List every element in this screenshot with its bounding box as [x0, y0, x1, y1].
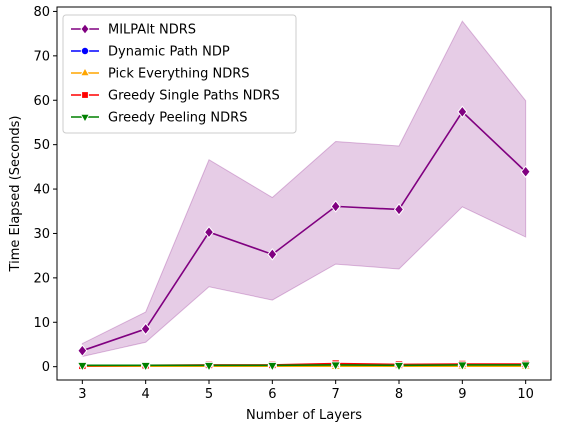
y-tick-label: 50: [33, 138, 50, 153]
greedy-peeling-ndrs-point: [76, 361, 88, 372]
greedy-peeling-ndrs-point: [140, 361, 152, 372]
milpalt-ndrs-point: [457, 105, 468, 119]
milpalt-ndrs-point: [77, 344, 88, 357]
milpalt-ndrs-point: [330, 200, 341, 213]
legend-entry: Dynamic Path NDP: [71, 45, 230, 60]
milpalt-ndrs-point: [520, 165, 531, 179]
y-tick-label: 60: [33, 94, 50, 109]
greedy-peeling-ndrs-point: [393, 361, 405, 372]
x-tick-label: 3: [78, 387, 86, 402]
legend-entry: Pick Everything NDRS: [71, 67, 250, 82]
legend-entry: Greedy Peeling NDRS: [71, 111, 247, 126]
milpalt-ndrs-point: [393, 203, 405, 216]
milpalt-ndrs-band: [81, 20, 527, 358]
greedy-peeling-ndrs-point: [456, 361, 468, 372]
x-axis-ticks: 3 4 5 6 7 8 9 10: [78, 380, 534, 402]
legend-marker: [79, 66, 91, 77]
legend-marker: [79, 113, 91, 124]
confidence-bands: [81, 20, 527, 358]
y-tick-label: 0: [42, 360, 50, 375]
legend-marker: [80, 23, 90, 35]
legend-label: Dynamic Path NDP: [108, 45, 230, 60]
legend: MILPAlt NDRS Dynamic Path NDP Pick Everyth…: [62, 14, 297, 134]
milpalt-ndrs-line: [82, 110, 527, 352]
y-axis-label: Time Elapsed (Seconds): [8, 116, 23, 273]
x-axis-label: Number of Layers: [246, 408, 362, 423]
legend-label: MILPAlt NDRS: [108, 23, 196, 38]
x-tick-label: 7: [332, 387, 340, 402]
milpalt-ndrs-point: [203, 225, 215, 239]
x-tick-label: 8: [395, 387, 403, 402]
y-tick-label: 40: [33, 183, 50, 198]
plot-area-frame: [56, 6, 552, 381]
legend-marker: [80, 46, 90, 56]
series-lines: [82, 110, 527, 368]
x-tick-label: 5: [205, 387, 213, 402]
legend-box: [62, 14, 297, 134]
series-markers: [76, 105, 532, 372]
greedy-peeling-ndrs-point: [330, 361, 342, 372]
milpalt-ndrs-point: [140, 322, 151, 336]
x-tick-label: 10: [517, 387, 534, 402]
milpalt-ndrs-point: [267, 248, 278, 261]
legend-entry: MILPAlt NDRS: [71, 23, 196, 38]
greedy-peeling-ndrs-point: [266, 361, 278, 372]
greedy-peeling-ndrs-point: [520, 361, 532, 372]
y-tick-label: 70: [33, 49, 50, 64]
x-tick-label: 9: [458, 387, 466, 402]
legend-label: Pick Everything NDRS: [108, 67, 250, 82]
y-tick-label: 30: [33, 227, 50, 242]
x-tick-label: 6: [268, 387, 276, 402]
legend-label: Greedy Peeling NDRS: [108, 111, 247, 126]
y-axis-ticks: 0 10 20 30 40 50 60 70 80: [33, 5, 57, 375]
greedy-peeling-ndrs-point: [203, 361, 215, 372]
legend-label: Greedy Single Paths NDRS: [108, 89, 280, 104]
y-tick-label: 10: [33, 316, 50, 331]
legend-marker: [81, 91, 89, 99]
x-tick-label: 4: [142, 387, 150, 402]
y-tick-label: 20: [33, 271, 50, 286]
legend-entry: Greedy Single Paths NDRS: [71, 89, 280, 104]
y-tick-label: 80: [33, 5, 50, 20]
